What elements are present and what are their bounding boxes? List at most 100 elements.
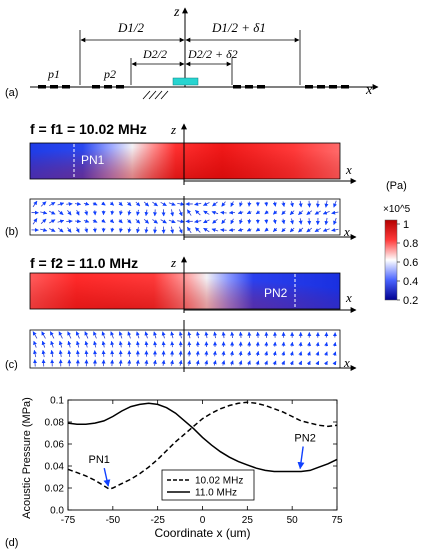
velocity-arrow: [315, 341, 320, 347]
y-tick-label: 0.08: [45, 418, 65, 429]
velocity-arrow: [195, 331, 200, 339]
velocity-arrow: [281, 218, 286, 225]
velocity-arrow: [170, 331, 175, 339]
velocity-arrow: [57, 219, 65, 224]
velocity-arrow: [314, 210, 321, 215]
velocity-arrow: [40, 228, 48, 232]
velocity-arrow: [195, 209, 201, 216]
velocity-arrow: [33, 340, 37, 348]
velocity-arrow: [75, 209, 80, 216]
colorbar-unit: (Pa): [386, 180, 407, 192]
velocity-arrow: [246, 227, 252, 232]
velocity-map-c: [29, 329, 341, 369]
velocity-arrow: [307, 341, 312, 347]
velocity-arrow: [178, 209, 183, 217]
field-b-z-label: z: [170, 122, 176, 137]
velocity-arrow: [58, 349, 63, 358]
velocity-arrow: [84, 340, 89, 348]
velocity-arrow: [101, 350, 106, 357]
velocity-arrow: [306, 227, 313, 233]
velocity-arrow: [281, 201, 286, 207]
velocity-arrow: [168, 219, 176, 224]
electrode-array: [38, 85, 349, 89]
field-panel-b: f = f1 = 10.02 MHz PN1 z x x (b): [5, 121, 357, 240]
velocity-arrow: [67, 227, 72, 233]
velocity-arrow: [229, 350, 234, 357]
velocity-arrow: [298, 360, 303, 366]
schematic-z-label: z: [173, 5, 180, 20]
field-b-title: f = f1 = 10.02 MHz: [30, 121, 147, 137]
velocity-arrow: [187, 226, 192, 234]
velocity-arrow: [221, 360, 226, 366]
velocity-arrow: [110, 359, 115, 367]
velocity-arrow: [118, 201, 123, 206]
velocity-arrow: [228, 210, 236, 215]
velocity-arrow: [332, 351, 337, 356]
velocity-arrow: [273, 227, 278, 232]
velocity-arrow: [153, 341, 158, 348]
velocity-arrow: [177, 219, 185, 224]
velocity-arrow: [195, 360, 200, 366]
y-tick-label: 0.06: [45, 440, 65, 451]
velocity-arrow: [194, 219, 202, 224]
velocity-arrow: [160, 219, 167, 224]
velocity-arrow: [281, 210, 286, 215]
velocity-arrow: [135, 201, 141, 207]
d1-half-plus-label: D1/2 + δ1: [211, 20, 266, 35]
velocity-arrow: [228, 227, 236, 232]
field-panel-c: f = f2 = 11.0 MHz PN2 z x x (c): [5, 255, 357, 372]
velocity-arrow: [93, 340, 98, 348]
velocity-arrow: [178, 331, 183, 339]
velocity-arrow: [289, 210, 295, 215]
d1-half-label: D1/2: [117, 20, 145, 35]
colorbar-tick-label: 0.2: [403, 295, 418, 307]
legend-label: 10.02 MHz: [195, 476, 243, 487]
velocity-arrow: [298, 351, 303, 356]
panel-c-label: (c): [5, 359, 18, 371]
velocity-arrow: [118, 210, 123, 216]
velocity-arrow: [161, 359, 166, 366]
velocity-arrow: [170, 209, 175, 217]
velocity-arrow: [92, 201, 98, 206]
schematic-panel: z x (a) D1/2 D1/2 + δ1 D2/2 D2/2 +: [5, 5, 379, 100]
velocity-arrow: [264, 210, 269, 215]
annotation-arrow: [103, 467, 111, 487]
velocity-arrow: [289, 227, 295, 233]
velocity-arrow: [49, 331, 55, 339]
velocity-arrow: [221, 350, 226, 357]
panel-b-label: (b): [5, 226, 18, 238]
velocity-arrow: [67, 349, 72, 357]
velocity-arrow: [281, 351, 286, 356]
velocity-arrow: [247, 360, 251, 366]
velocity-arrow: [75, 350, 80, 357]
velocity-arrow: [57, 227, 64, 233]
velocity-arrow: [33, 349, 37, 358]
velocity-arrow: [230, 201, 235, 207]
velocity-arrow: [298, 218, 303, 225]
velocity-arrow: [203, 219, 210, 224]
velocity-arrow: [170, 359, 174, 366]
velocity-arrow: [194, 202, 202, 206]
velocity-arrow: [221, 331, 226, 339]
x-axis-label: Coordinate x (um): [154, 526, 250, 540]
velocity-arrow: [40, 210, 48, 215]
velocity-arrow: [170, 341, 175, 348]
velocity-arrow: [195, 227, 201, 233]
colorbar-tick-label: 0.4: [403, 276, 418, 288]
velocity-arrow: [109, 201, 115, 206]
velocity-arrow: [212, 201, 218, 207]
velocity-arrow: [324, 200, 329, 208]
velocity-arrow: [74, 201, 82, 206]
x-tick-label: -50: [106, 515, 121, 526]
velocity-arrow: [127, 219, 132, 224]
colorbar-tick-label: 1: [403, 219, 409, 231]
velocity-arrow: [306, 351, 311, 356]
velocity-arrow: [40, 218, 47, 224]
velocity-arrow: [136, 209, 140, 216]
velocity-arrow: [281, 227, 286, 233]
velocity-arrow: [247, 350, 252, 357]
velocity-arrow: [255, 360, 260, 366]
velocity-arrow: [255, 227, 261, 232]
velocity-arrow: [84, 210, 89, 216]
velocity-arrow: [168, 202, 176, 206]
